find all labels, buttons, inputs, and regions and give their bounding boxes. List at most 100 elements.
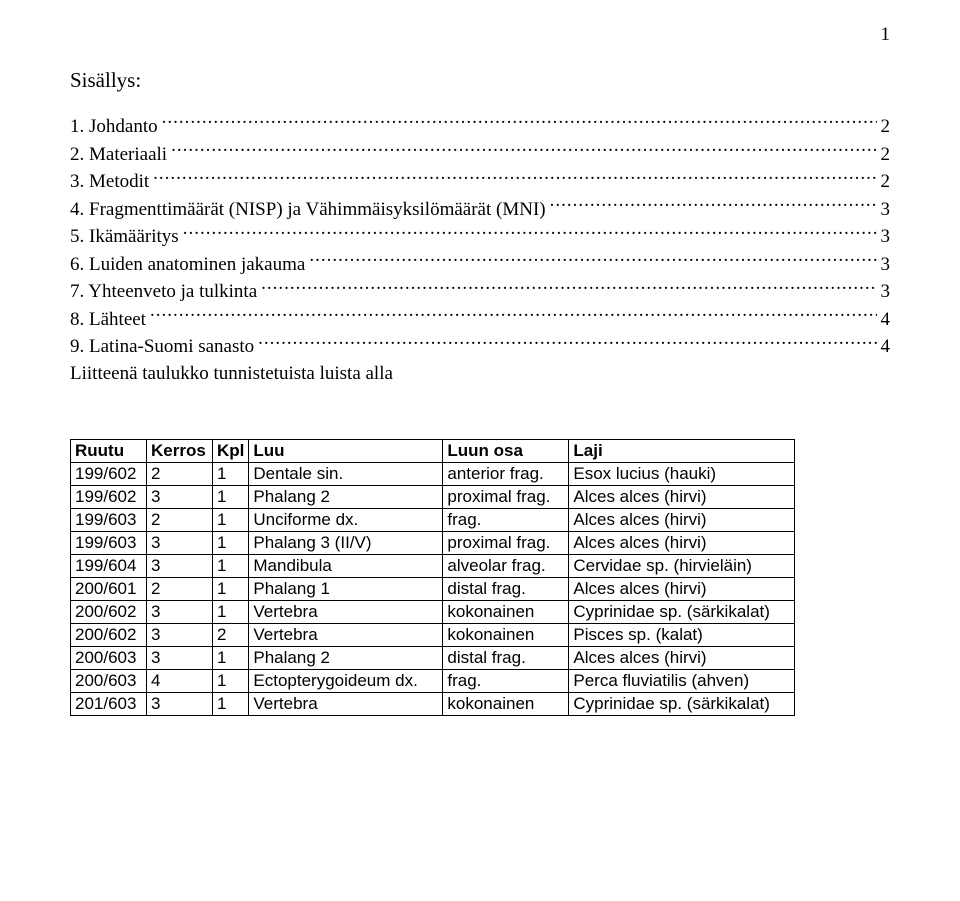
cell: proximal frag. xyxy=(443,485,569,508)
toc-leader-dots xyxy=(183,223,877,242)
cell: 1 xyxy=(213,554,249,577)
toc-page: 4 xyxy=(881,333,891,361)
cell: 199/602 xyxy=(71,462,147,485)
toc-leader-dots xyxy=(261,278,876,297)
cell: Alces alces (hirvi) xyxy=(569,577,795,600)
toc-label: 1. Johdanto xyxy=(70,113,158,141)
cell: kokonainen xyxy=(443,692,569,715)
data-table-wrap: Ruutu Kerros Kpl Luu Luun osa Laji 199/6… xyxy=(70,439,890,716)
toc-page: 3 xyxy=(881,223,891,251)
cell: Vertebra xyxy=(249,692,443,715)
toc-label: 3. Metodit xyxy=(70,168,149,196)
cell: 2 xyxy=(147,508,213,531)
cell: 200/602 xyxy=(71,623,147,646)
table-body: 199/602 2 1 Dentale sin. anterior frag. … xyxy=(71,462,795,715)
toc-item: 9. Latina-Suomi sanasto 4 xyxy=(70,333,890,361)
col-osa: Luun osa xyxy=(443,439,569,462)
table-row: 199/603 2 1 Unciforme dx. frag. Alces al… xyxy=(71,508,795,531)
toc-label: 5. Ikämääritys xyxy=(70,223,179,251)
cell: 1 xyxy=(213,577,249,600)
cell: Pisces sp. (kalat) xyxy=(569,623,795,646)
toc-heading: Sisällys: xyxy=(70,68,890,93)
toc-item: 2. Materiaali 2 xyxy=(70,141,890,169)
cell: Vertebra xyxy=(249,623,443,646)
cell: alveolar frag. xyxy=(443,554,569,577)
table-row: 200/603 3 1 Phalang 2 distal frag. Alces… xyxy=(71,646,795,669)
cell: 4 xyxy=(147,669,213,692)
col-luu: Luu xyxy=(249,439,443,462)
cell: frag. xyxy=(443,508,569,531)
table-header-row: Ruutu Kerros Kpl Luu Luun osa Laji xyxy=(71,439,795,462)
cell: 3 xyxy=(147,531,213,554)
cell: Alces alces (hirvi) xyxy=(569,646,795,669)
toc-label: 8. Lähteet xyxy=(70,306,146,334)
toc-label: 6. Luiden anatominen jakauma xyxy=(70,251,305,279)
table-row: 199/602 2 1 Dentale sin. anterior frag. … xyxy=(71,462,795,485)
table-row: 200/601 2 1 Phalang 1 distal frag. Alces… xyxy=(71,577,795,600)
appendix-note: Liitteenä taulukko tunnistetuista luista… xyxy=(70,363,890,385)
cell: 199/604 xyxy=(71,554,147,577)
cell: 199/602 xyxy=(71,485,147,508)
toc-item: 7. Yhteenveto ja tulkinta 3 xyxy=(70,278,890,306)
cell: 1 xyxy=(213,508,249,531)
cell: distal frag. xyxy=(443,646,569,669)
cell: Dentale sin. xyxy=(249,462,443,485)
page-number: 1 xyxy=(881,24,891,46)
cell: anterior frag. xyxy=(443,462,569,485)
toc-item: 6. Luiden anatominen jakauma 3 xyxy=(70,251,890,279)
cell: 1 xyxy=(213,485,249,508)
cell: 3 xyxy=(147,554,213,577)
toc-item: 5. Ikämääritys 3 xyxy=(70,223,890,251)
col-kerros: Kerros xyxy=(147,439,213,462)
cell: Phalang 1 xyxy=(249,577,443,600)
table-row: 199/603 3 1 Phalang 3 (II/V) proximal fr… xyxy=(71,531,795,554)
cell: Alces alces (hirvi) xyxy=(569,531,795,554)
cell: 199/603 xyxy=(71,508,147,531)
cell: Cyprinidae sp. (särkikalat) xyxy=(569,600,795,623)
toc-item: 4. Fragmenttimäärät (NISP) ja Vähimmäisy… xyxy=(70,196,890,224)
table-row: 200/603 4 1 Ectopterygoideum dx. frag. P… xyxy=(71,669,795,692)
toc-leader-dots xyxy=(309,251,876,270)
table-row: 201/603 3 1 Vertebra kokonainen Cyprinid… xyxy=(71,692,795,715)
cell: Cervidae sp. (hirvieläin) xyxy=(569,554,795,577)
table-row: 199/602 3 1 Phalang 2 proximal frag. Alc… xyxy=(71,485,795,508)
toc-leader-dots xyxy=(171,141,876,160)
toc-label: 7. Yhteenveto ja tulkinta xyxy=(70,278,257,306)
cell: Mandibula xyxy=(249,554,443,577)
cell: 1 xyxy=(213,462,249,485)
cell: Perca fluviatilis (ahven) xyxy=(569,669,795,692)
cell: Alces alces (hirvi) xyxy=(569,485,795,508)
toc-leader-dots xyxy=(150,306,877,325)
toc-label: 2. Materiaali xyxy=(70,141,167,169)
toc-item: 8. Lähteet 4 xyxy=(70,306,890,334)
cell: 2 xyxy=(147,577,213,600)
cell: 1 xyxy=(213,646,249,669)
cell: kokonainen xyxy=(443,600,569,623)
toc-page: 3 xyxy=(881,278,891,306)
cell: Phalang 2 xyxy=(249,646,443,669)
col-kpl: Kpl xyxy=(213,439,249,462)
cell: Phalang 3 (II/V) xyxy=(249,531,443,554)
cell: 200/602 xyxy=(71,600,147,623)
cell: Vertebra xyxy=(249,600,443,623)
cell: 200/603 xyxy=(71,669,147,692)
cell: Alces alces (hirvi) xyxy=(569,508,795,531)
cell: 199/603 xyxy=(71,531,147,554)
toc-leader-dots xyxy=(153,168,876,187)
toc-page: 4 xyxy=(881,306,891,334)
cell: 3 xyxy=(147,600,213,623)
cell: distal frag. xyxy=(443,577,569,600)
cell: 2 xyxy=(147,462,213,485)
data-table: Ruutu Kerros Kpl Luu Luun osa Laji 199/6… xyxy=(70,439,795,716)
cell: proximal frag. xyxy=(443,531,569,554)
cell: frag. xyxy=(443,669,569,692)
toc-label: 4. Fragmenttimäärät (NISP) ja Vähimmäisy… xyxy=(70,196,546,224)
table-of-contents: 1. Johdanto 2 2. Materiaali 2 3. Metodit… xyxy=(70,113,890,361)
cell: Ectopterygoideum dx. xyxy=(249,669,443,692)
toc-page: 2 xyxy=(881,168,891,196)
cell: 3 xyxy=(147,485,213,508)
cell: Esox lucius (hauki) xyxy=(569,462,795,485)
toc-page: 3 xyxy=(881,196,891,224)
cell: Cyprinidae sp. (särkikalat) xyxy=(569,692,795,715)
cell: 1 xyxy=(213,600,249,623)
